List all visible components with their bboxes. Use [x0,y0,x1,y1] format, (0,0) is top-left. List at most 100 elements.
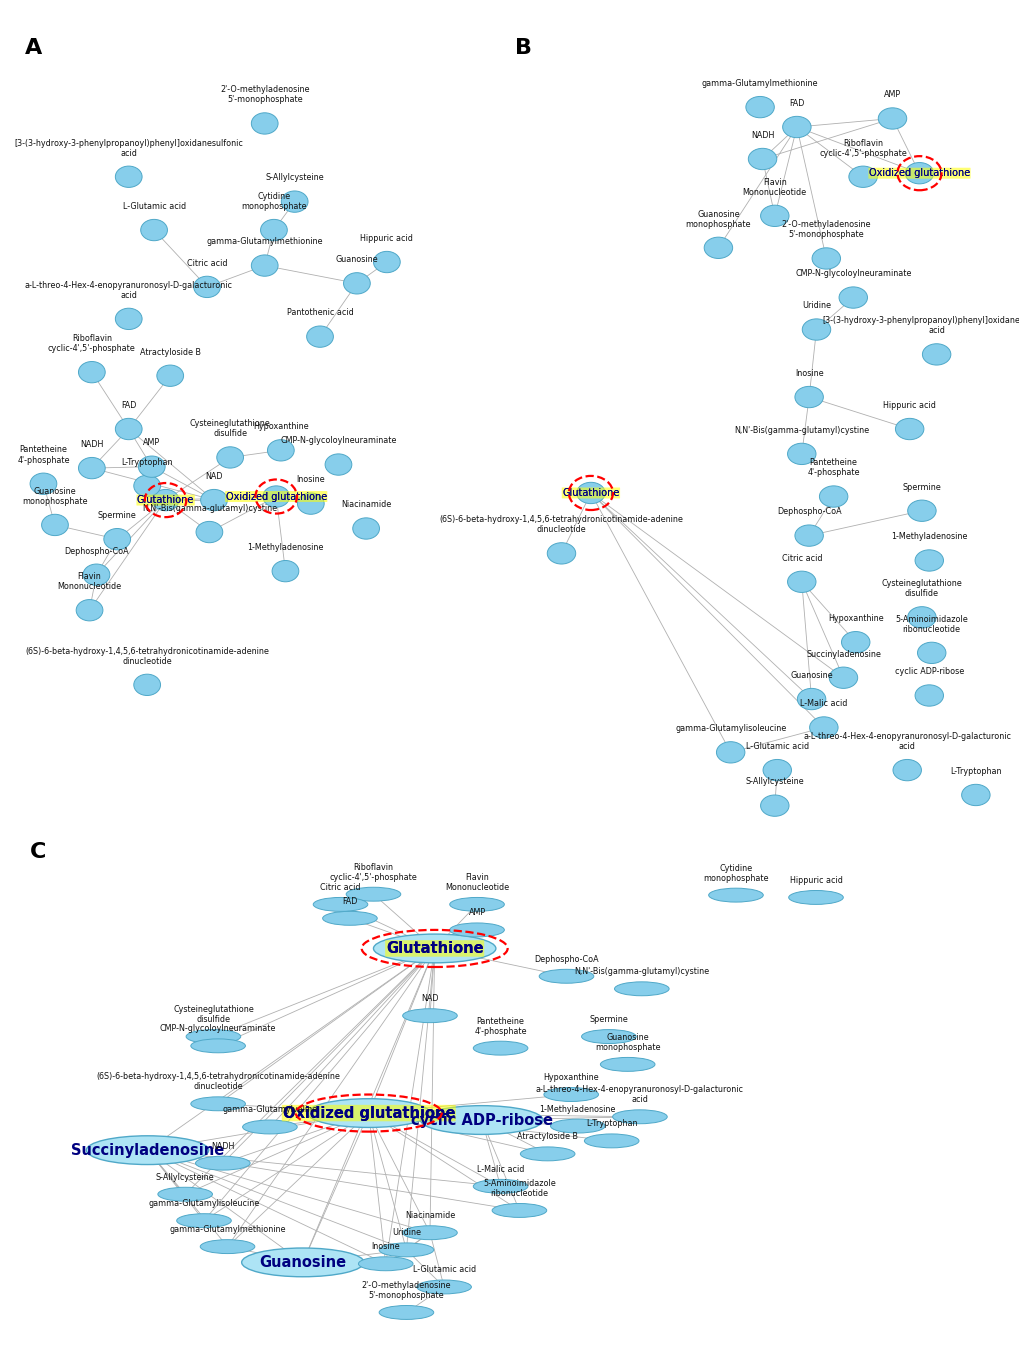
Ellipse shape [115,418,142,440]
Text: Glutathione: Glutathione [385,940,483,955]
Ellipse shape [762,759,791,781]
Text: NADH: NADH [81,440,104,449]
Text: Flavin
Mononucleotide: Flavin Mononucleotide [742,177,806,196]
Ellipse shape [322,912,377,925]
Text: Riboflavin
cyclic-4',5'-phosphate: Riboflavin cyclic-4',5'-phosphate [818,139,906,158]
Text: Citric acid: Citric acid [320,883,361,891]
Ellipse shape [307,327,333,347]
Ellipse shape [491,1203,546,1217]
Text: L-Malic acid: L-Malic acid [477,1165,524,1173]
Text: Succinyladenosine: Succinyladenosine [70,1143,224,1158]
Text: Hypoxanthine: Hypoxanthine [253,422,309,431]
Text: NAD: NAD [421,994,438,1003]
Text: Uridine: Uridine [801,301,830,310]
Text: 2'-O-methyladenosine
5'-monophosphate: 2'-O-methyladenosine 5'-monophosphate [362,1281,450,1300]
Text: 2'-O-methyladenosine
5'-monophosphate: 2'-O-methyladenosine 5'-monophosphate [220,86,309,105]
Text: Inosine: Inosine [297,475,325,485]
Text: L-Malic acid: L-Malic acid [799,700,847,708]
Ellipse shape [449,897,503,912]
Ellipse shape [158,1187,212,1202]
Ellipse shape [787,444,815,464]
Text: a-L-threo-4-Hex-4-enopyranuronosyl-D-galacturonic
acid: a-L-threo-4-Hex-4-enopyranuronosyl-D-gal… [802,732,1010,751]
Ellipse shape [251,113,278,135]
Text: Pantetheine
4'-phosphate: Pantetheine 4'-phosphate [474,1017,527,1036]
Ellipse shape [30,474,57,494]
Text: Dephospho-CoA: Dephospho-CoA [776,508,841,516]
Ellipse shape [308,1098,430,1127]
Text: Spermine: Spermine [902,483,941,491]
Ellipse shape [818,486,847,508]
Ellipse shape [358,1256,413,1271]
Ellipse shape [76,600,103,621]
Text: 5-Aminoimidazole
ribonucleotide: 5-Aminoimidazole ribonucleotide [895,615,967,634]
Ellipse shape [473,1180,528,1194]
Ellipse shape [345,887,400,901]
Text: Oxidized glutathione: Oxidized glutathione [225,491,326,501]
Ellipse shape [115,166,142,188]
Text: Glutathione: Glutathione [385,940,483,955]
Ellipse shape [788,890,843,905]
Ellipse shape [703,237,732,259]
Text: Cysteineglutathione
disulfide: Cysteineglutathione disulfide [880,578,961,597]
Text: [3-(3-hydroxy-3-phenylpropanoyl)phenyl]oxidanesulfonic
acid: [3-(3-hydroxy-3-phenylpropanoyl)phenyl]o… [821,316,1019,335]
Ellipse shape [83,563,110,585]
Text: NAD: NAD [205,472,222,480]
Text: Guanosine
monophosphate: Guanosine monophosphate [22,487,88,506]
Text: S-Allylcysteine: S-Allylcysteine [745,777,803,787]
Text: AMP: AMP [468,908,485,917]
Ellipse shape [42,514,68,536]
Ellipse shape [267,440,293,461]
Ellipse shape [782,116,810,137]
Ellipse shape [152,490,178,510]
Ellipse shape [141,219,167,241]
Text: Guanosine
monophosphate: Guanosine monophosphate [685,210,750,229]
Ellipse shape [298,493,324,514]
Ellipse shape [217,446,244,468]
Ellipse shape [325,453,352,475]
Ellipse shape [196,1157,250,1170]
Text: S-Allylcysteine: S-Allylcysteine [265,173,324,182]
Ellipse shape [176,1214,231,1228]
Text: Uridine: Uridine [391,1229,421,1237]
Text: 5-Aminoimidazole
ribonucleotide: 5-Aminoimidazole ribonucleotide [483,1179,555,1198]
Ellipse shape [794,525,822,546]
Ellipse shape [907,607,935,627]
Text: Cysteineglutathione
disulfide: Cysteineglutathione disulfide [190,419,270,438]
Ellipse shape [520,1147,575,1161]
Ellipse shape [961,784,989,806]
Text: Oxidized glutathione: Oxidized glutathione [868,169,969,178]
Text: Hypoxanthine: Hypoxanthine [543,1072,598,1082]
Ellipse shape [272,561,299,581]
Ellipse shape [133,674,160,695]
Ellipse shape [839,287,866,308]
Ellipse shape [157,365,183,387]
Ellipse shape [449,923,503,936]
Ellipse shape [281,191,308,212]
Text: AMP: AMP [143,438,160,448]
Ellipse shape [907,499,935,521]
Text: 2'-O-methyladenosine
5'-monophosphate: 2'-O-methyladenosine 5'-monophosphate [781,220,870,240]
Text: N,N'-Bis(gamma-glutamyl)cystine: N,N'-Bis(gamma-glutamyl)cystine [574,968,708,976]
Ellipse shape [243,1120,297,1134]
Text: L-Tryptophan: L-Tryptophan [121,457,173,467]
Text: Spermine: Spermine [589,1015,628,1023]
Text: Guanosine: Guanosine [790,671,833,680]
Text: Glutathione: Glutathione [561,489,619,498]
Text: Riboflavin
cyclic-4',5'-phosphate: Riboflavin cyclic-4',5'-phosphate [329,863,417,882]
Text: Inosine: Inosine [371,1243,399,1251]
Ellipse shape [403,1226,457,1240]
Text: CMP-N-glycoloylneuraminate: CMP-N-glycoloylneuraminate [280,437,396,445]
Ellipse shape [760,795,789,817]
Ellipse shape [905,162,932,184]
Ellipse shape [185,1030,240,1044]
Ellipse shape [78,362,105,382]
Ellipse shape [802,318,829,340]
Text: FAD: FAD [342,897,358,906]
Text: Oxidized glutathione: Oxidized glutathione [868,169,969,178]
Text: A: A [25,38,42,59]
Ellipse shape [353,517,379,539]
Ellipse shape [600,1057,654,1071]
Ellipse shape [914,685,943,706]
Text: Dephospho-CoA: Dephospho-CoA [534,955,598,964]
Text: L-Glutamic acid: L-Glutamic acid [745,742,808,751]
